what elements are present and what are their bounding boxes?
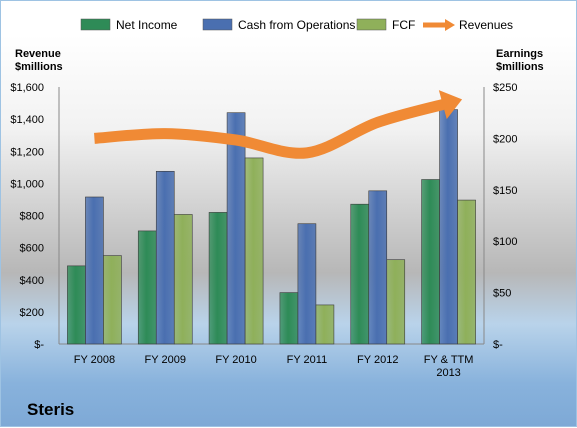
- left-tick-label: $1,000: [10, 178, 44, 190]
- right-tick-label: $150: [493, 185, 517, 197]
- left-tick-label: $800: [20, 211, 44, 223]
- left-tick-label: $1,400: [10, 114, 44, 126]
- left-axis-title-line: $millions: [15, 61, 63, 73]
- bar-fcf-3: [315, 304, 335, 345]
- legend-swatch-2: [356, 18, 387, 31]
- x-tick-label: FY 2010: [215, 354, 256, 366]
- x-tick-label: FY & TTM: [424, 354, 474, 366]
- bar-cash-from-operations-3: [297, 223, 317, 345]
- left-tick-label: $1,600: [10, 82, 44, 94]
- bar-cash-from-operations-5: [439, 109, 458, 345]
- right-tick-label: $50: [493, 288, 511, 300]
- right-axis-title-line: $millions: [496, 61, 544, 73]
- bar-cash-from-operations-2: [226, 112, 246, 345]
- left-tick-label: $600: [20, 243, 44, 255]
- bar-net-income-0: [67, 265, 86, 345]
- x-tick-label: 2013: [436, 367, 460, 379]
- bar-fcf-2: [244, 157, 264, 345]
- bar-cash-from-operations-4: [368, 190, 388, 345]
- left-tick-label: $200: [20, 307, 44, 319]
- bar-fcf-5: [457, 199, 476, 345]
- bar-fcf-1: [173, 214, 193, 345]
- left-axis-title-line: Revenue: [15, 48, 61, 60]
- bar-cash-from-operations-1: [155, 170, 175, 345]
- bar-net-income-5: [421, 179, 440, 345]
- bar-net-income-3: [279, 292, 299, 345]
- x-tick-label: FY 2008: [74, 354, 115, 366]
- bar-cash-from-operations-0: [85, 196, 104, 345]
- revenue-arrow-line: [94, 97, 451, 159]
- left-tick-label: $1,200: [10, 146, 44, 158]
- bar-fcf-0: [103, 255, 122, 345]
- legend-label-2: FCF: [392, 18, 415, 32]
- right-tick-label: $200: [493, 133, 517, 145]
- revenue-arrow-head: [438, 90, 463, 120]
- left-tick-label: $-: [34, 339, 44, 351]
- legend-label-1: Cash from Operations: [238, 18, 355, 32]
- x-tick-label: FY 2012: [357, 354, 398, 366]
- legend-swatch-1: [202, 18, 233, 31]
- bar-net-income-1: [137, 230, 157, 345]
- bar-fcf-4: [386, 259, 406, 345]
- bar-net-income-2: [208, 212, 228, 345]
- right-tick-label: $100: [493, 236, 517, 248]
- company-name: Steris: [27, 400, 74, 419]
- x-tick-label: FY 2011: [287, 354, 328, 366]
- right-tick-label: $-: [493, 339, 503, 351]
- right-axis-title-line: Earnings: [496, 48, 543, 60]
- legend-swatch-revenues-head: [445, 19, 455, 31]
- legend-swatch-0: [80, 18, 111, 31]
- x-tick-label: FY 2009: [145, 354, 186, 366]
- legend-label-3: Revenues: [459, 18, 513, 32]
- bar-net-income-4: [350, 203, 370, 345]
- right-tick-label: $250: [493, 82, 517, 94]
- legend-label-0: Net Income: [116, 18, 178, 32]
- left-tick-label: $400: [20, 275, 44, 287]
